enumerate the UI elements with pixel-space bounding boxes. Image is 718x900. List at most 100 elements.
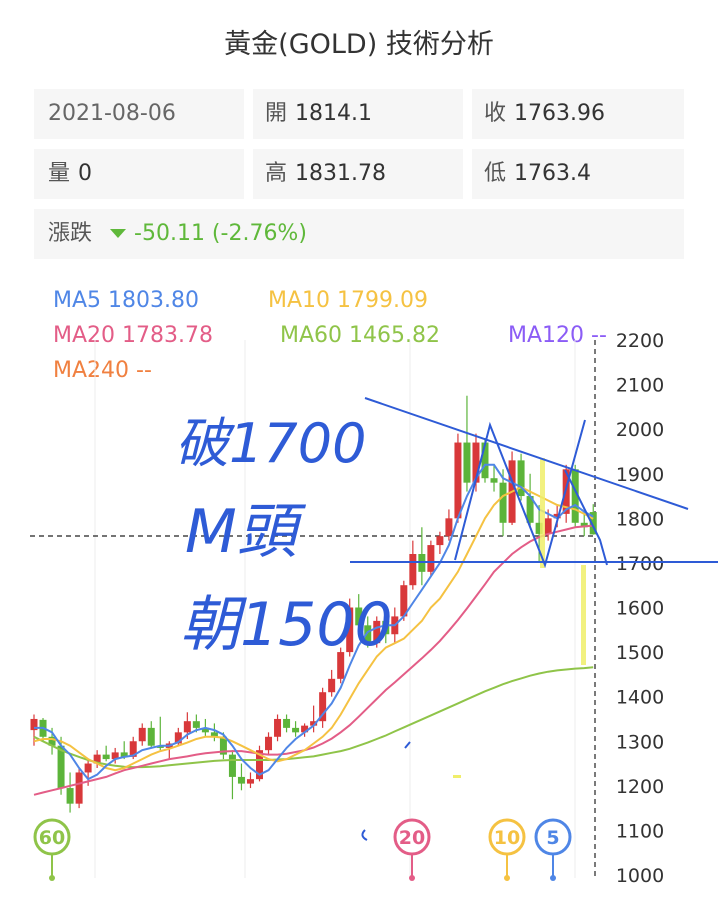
highlight-mark: [453, 775, 461, 778]
candle-body: [337, 652, 345, 679]
volume-value: 0: [78, 161, 93, 186]
candle-body: [454, 442, 462, 519]
candle-body: [382, 620, 390, 635]
badge-dot: [49, 875, 55, 881]
ma-badge-60: 60: [33, 818, 71, 881]
y-tick-label: 1400: [616, 687, 664, 709]
y-tick-label: 2000: [616, 419, 664, 441]
badge-label: 60: [39, 827, 65, 849]
badge-dot: [504, 875, 510, 881]
high-label: 高: [265, 161, 288, 186]
open-value: 1814.1: [295, 101, 372, 126]
candle-body: [48, 736, 56, 746]
y-tick-label: 1600: [616, 598, 664, 620]
candle-body: [517, 460, 525, 497]
ma20-line: [33, 524, 594, 796]
high-value: 1831.78: [295, 161, 386, 186]
candle-body: [246, 779, 254, 784]
candle-body: [292, 727, 300, 733]
ma5-legend: MA5 1803.80: [53, 288, 199, 313]
candle-body: [589, 512, 597, 535]
candle-body: [571, 469, 579, 523]
candle-body: [156, 745, 164, 748]
ma240-legend: MA240 --: [53, 358, 152, 383]
candle-body: [75, 772, 83, 804]
candle-body: [228, 754, 236, 777]
annotation-scribble: [361, 829, 368, 841]
candle-body: [427, 545, 435, 572]
ma-badge-5: 5: [534, 818, 572, 881]
candle-body: [409, 554, 417, 586]
candle-body: [84, 763, 92, 773]
change-label: 漲跌: [48, 221, 93, 246]
highlight-bar: [540, 458, 545, 568]
y-tick-label: 1100: [616, 820, 664, 842]
low-cell: 低 1763.4: [472, 149, 684, 199]
candle-body: [138, 727, 146, 742]
ma20-legend: MA20 1783.78: [53, 323, 213, 348]
low-value: 1763.4: [514, 161, 591, 186]
projection-line: [564, 469, 608, 566]
badge-dot: [550, 875, 556, 881]
candle-body: [526, 496, 534, 523]
ma10-legend: MA10 1799.09: [268, 288, 428, 313]
low-label: 低: [484, 161, 507, 186]
candle-body: [310, 721, 318, 726]
badge-ring: [488, 818, 526, 856]
y-tick-label: 1800: [616, 508, 664, 530]
candle-body: [192, 721, 200, 728]
candle-body: [183, 721, 191, 733]
annotation-text-2: M頭: [185, 497, 307, 567]
y-tick-label: 1500: [616, 642, 664, 664]
candle-body: [201, 727, 209, 733]
ma-badge-10: 10: [488, 818, 526, 881]
y-tick-label: 1200: [616, 776, 664, 798]
candle-body: [346, 607, 354, 653]
annotation-tick: [404, 741, 411, 749]
candle-body: [400, 585, 408, 617]
candle-body: [535, 522, 543, 534]
badge-ring: [393, 818, 431, 856]
candle-body: [553, 513, 561, 519]
ma10-line: [33, 485, 594, 772]
candle-body: [301, 725, 309, 733]
candle-body: [490, 478, 498, 483]
candle-body: [463, 442, 471, 483]
trendline-upper: [364, 397, 689, 510]
candle-body: [102, 754, 110, 760]
badge-label: 20: [399, 827, 425, 849]
badge-ring: [534, 818, 572, 856]
candle-body: [544, 518, 552, 534]
change-cell: 漲跌 -50.11 (-2.76%): [34, 209, 684, 259]
candle-body: [111, 752, 119, 760]
close-label: 收: [484, 101, 507, 126]
y-tick-label: 1900: [616, 464, 664, 486]
close-value: 1763.96: [514, 101, 605, 126]
candle-body: [219, 736, 227, 755]
candle-body: [364, 625, 372, 644]
candle-body: [66, 788, 74, 804]
candle-body: [174, 732, 182, 744]
candle-body: [93, 754, 101, 764]
candle-body: [120, 752, 128, 757]
ma60-legend: MA60 1465.82: [280, 323, 440, 348]
page-title: 黃金(GOLD) 技術分析: [224, 29, 494, 60]
high-cell: 高 1831.78: [253, 149, 463, 199]
candle-body: [147, 727, 155, 746]
y-tick-label: 2100: [616, 375, 664, 397]
annotation-text-3: 朝1500: [180, 590, 393, 660]
candle-body: [319, 692, 327, 722]
date-cell: 2021-08-06: [34, 89, 244, 139]
candle-body: [373, 620, 381, 644]
ma-badge-20: 20: [393, 818, 431, 881]
candle-body: [237, 776, 245, 784]
badge-ring: [33, 818, 71, 856]
y-tick-label: 2200: [616, 330, 664, 352]
candle-body: [210, 732, 218, 737]
close-cell: 收 1763.96: [472, 89, 684, 139]
badge-dot: [409, 875, 415, 881]
candle-body: [355, 607, 363, 626]
down-triangle-icon: [110, 228, 127, 238]
